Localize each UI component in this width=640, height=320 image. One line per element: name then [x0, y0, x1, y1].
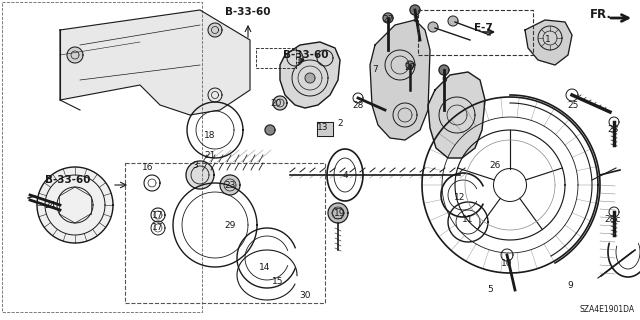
Text: 17: 17: [152, 223, 164, 233]
Text: 18: 18: [204, 131, 216, 140]
Polygon shape: [525, 20, 572, 65]
Text: 11: 11: [462, 215, 474, 225]
Text: 9: 9: [567, 281, 573, 290]
Text: 13: 13: [317, 124, 329, 132]
Text: 21: 21: [204, 150, 216, 159]
Text: 2: 2: [337, 118, 343, 127]
Polygon shape: [370, 20, 430, 140]
Text: B-33-60: B-33-60: [225, 7, 271, 17]
Text: 28c: 28c: [605, 215, 621, 225]
Text: 29: 29: [224, 220, 236, 229]
Polygon shape: [280, 42, 340, 108]
Text: 1: 1: [545, 36, 551, 44]
Polygon shape: [273, 96, 287, 110]
Polygon shape: [428, 22, 438, 32]
Polygon shape: [220, 175, 240, 195]
Polygon shape: [448, 16, 458, 26]
Text: 30: 30: [300, 291, 311, 300]
Polygon shape: [208, 23, 222, 37]
Text: 17: 17: [152, 211, 164, 220]
Text: SZA4E1901DA: SZA4E1901DA: [580, 305, 635, 314]
Text: 4: 4: [342, 171, 348, 180]
Text: FR.: FR.: [590, 9, 612, 21]
Polygon shape: [305, 73, 315, 83]
Text: 19: 19: [334, 209, 346, 218]
Polygon shape: [186, 161, 214, 189]
Text: 3: 3: [192, 161, 198, 170]
Polygon shape: [406, 61, 414, 69]
Polygon shape: [383, 13, 393, 23]
Text: 23: 23: [224, 180, 236, 189]
Text: 28: 28: [607, 125, 619, 134]
Text: 14: 14: [259, 263, 271, 273]
Text: E-7: E-7: [474, 23, 492, 33]
Text: 24: 24: [44, 201, 56, 210]
Text: 25: 25: [567, 100, 579, 109]
Text: 28: 28: [352, 100, 364, 109]
Polygon shape: [328, 203, 348, 223]
Text: 26: 26: [490, 161, 500, 170]
Text: 7: 7: [372, 66, 378, 75]
Text: B-33-60: B-33-60: [45, 175, 91, 185]
Text: 27: 27: [382, 15, 394, 25]
Text: 27: 27: [404, 62, 416, 71]
Text: 8: 8: [412, 15, 418, 25]
Polygon shape: [410, 5, 420, 15]
Polygon shape: [317, 122, 333, 136]
Text: 15: 15: [272, 277, 284, 286]
Text: 10: 10: [501, 259, 513, 268]
Polygon shape: [265, 125, 275, 135]
Polygon shape: [37, 167, 113, 243]
Polygon shape: [60, 10, 250, 115]
Polygon shape: [428, 72, 485, 158]
Polygon shape: [439, 65, 449, 75]
Text: 12: 12: [454, 194, 466, 203]
Polygon shape: [67, 47, 83, 63]
Text: 16: 16: [142, 164, 154, 172]
Text: 6: 6: [441, 76, 447, 84]
Text: B-33-60: B-33-60: [284, 50, 329, 60]
Text: 5: 5: [487, 285, 493, 294]
Text: 20: 20: [270, 99, 282, 108]
